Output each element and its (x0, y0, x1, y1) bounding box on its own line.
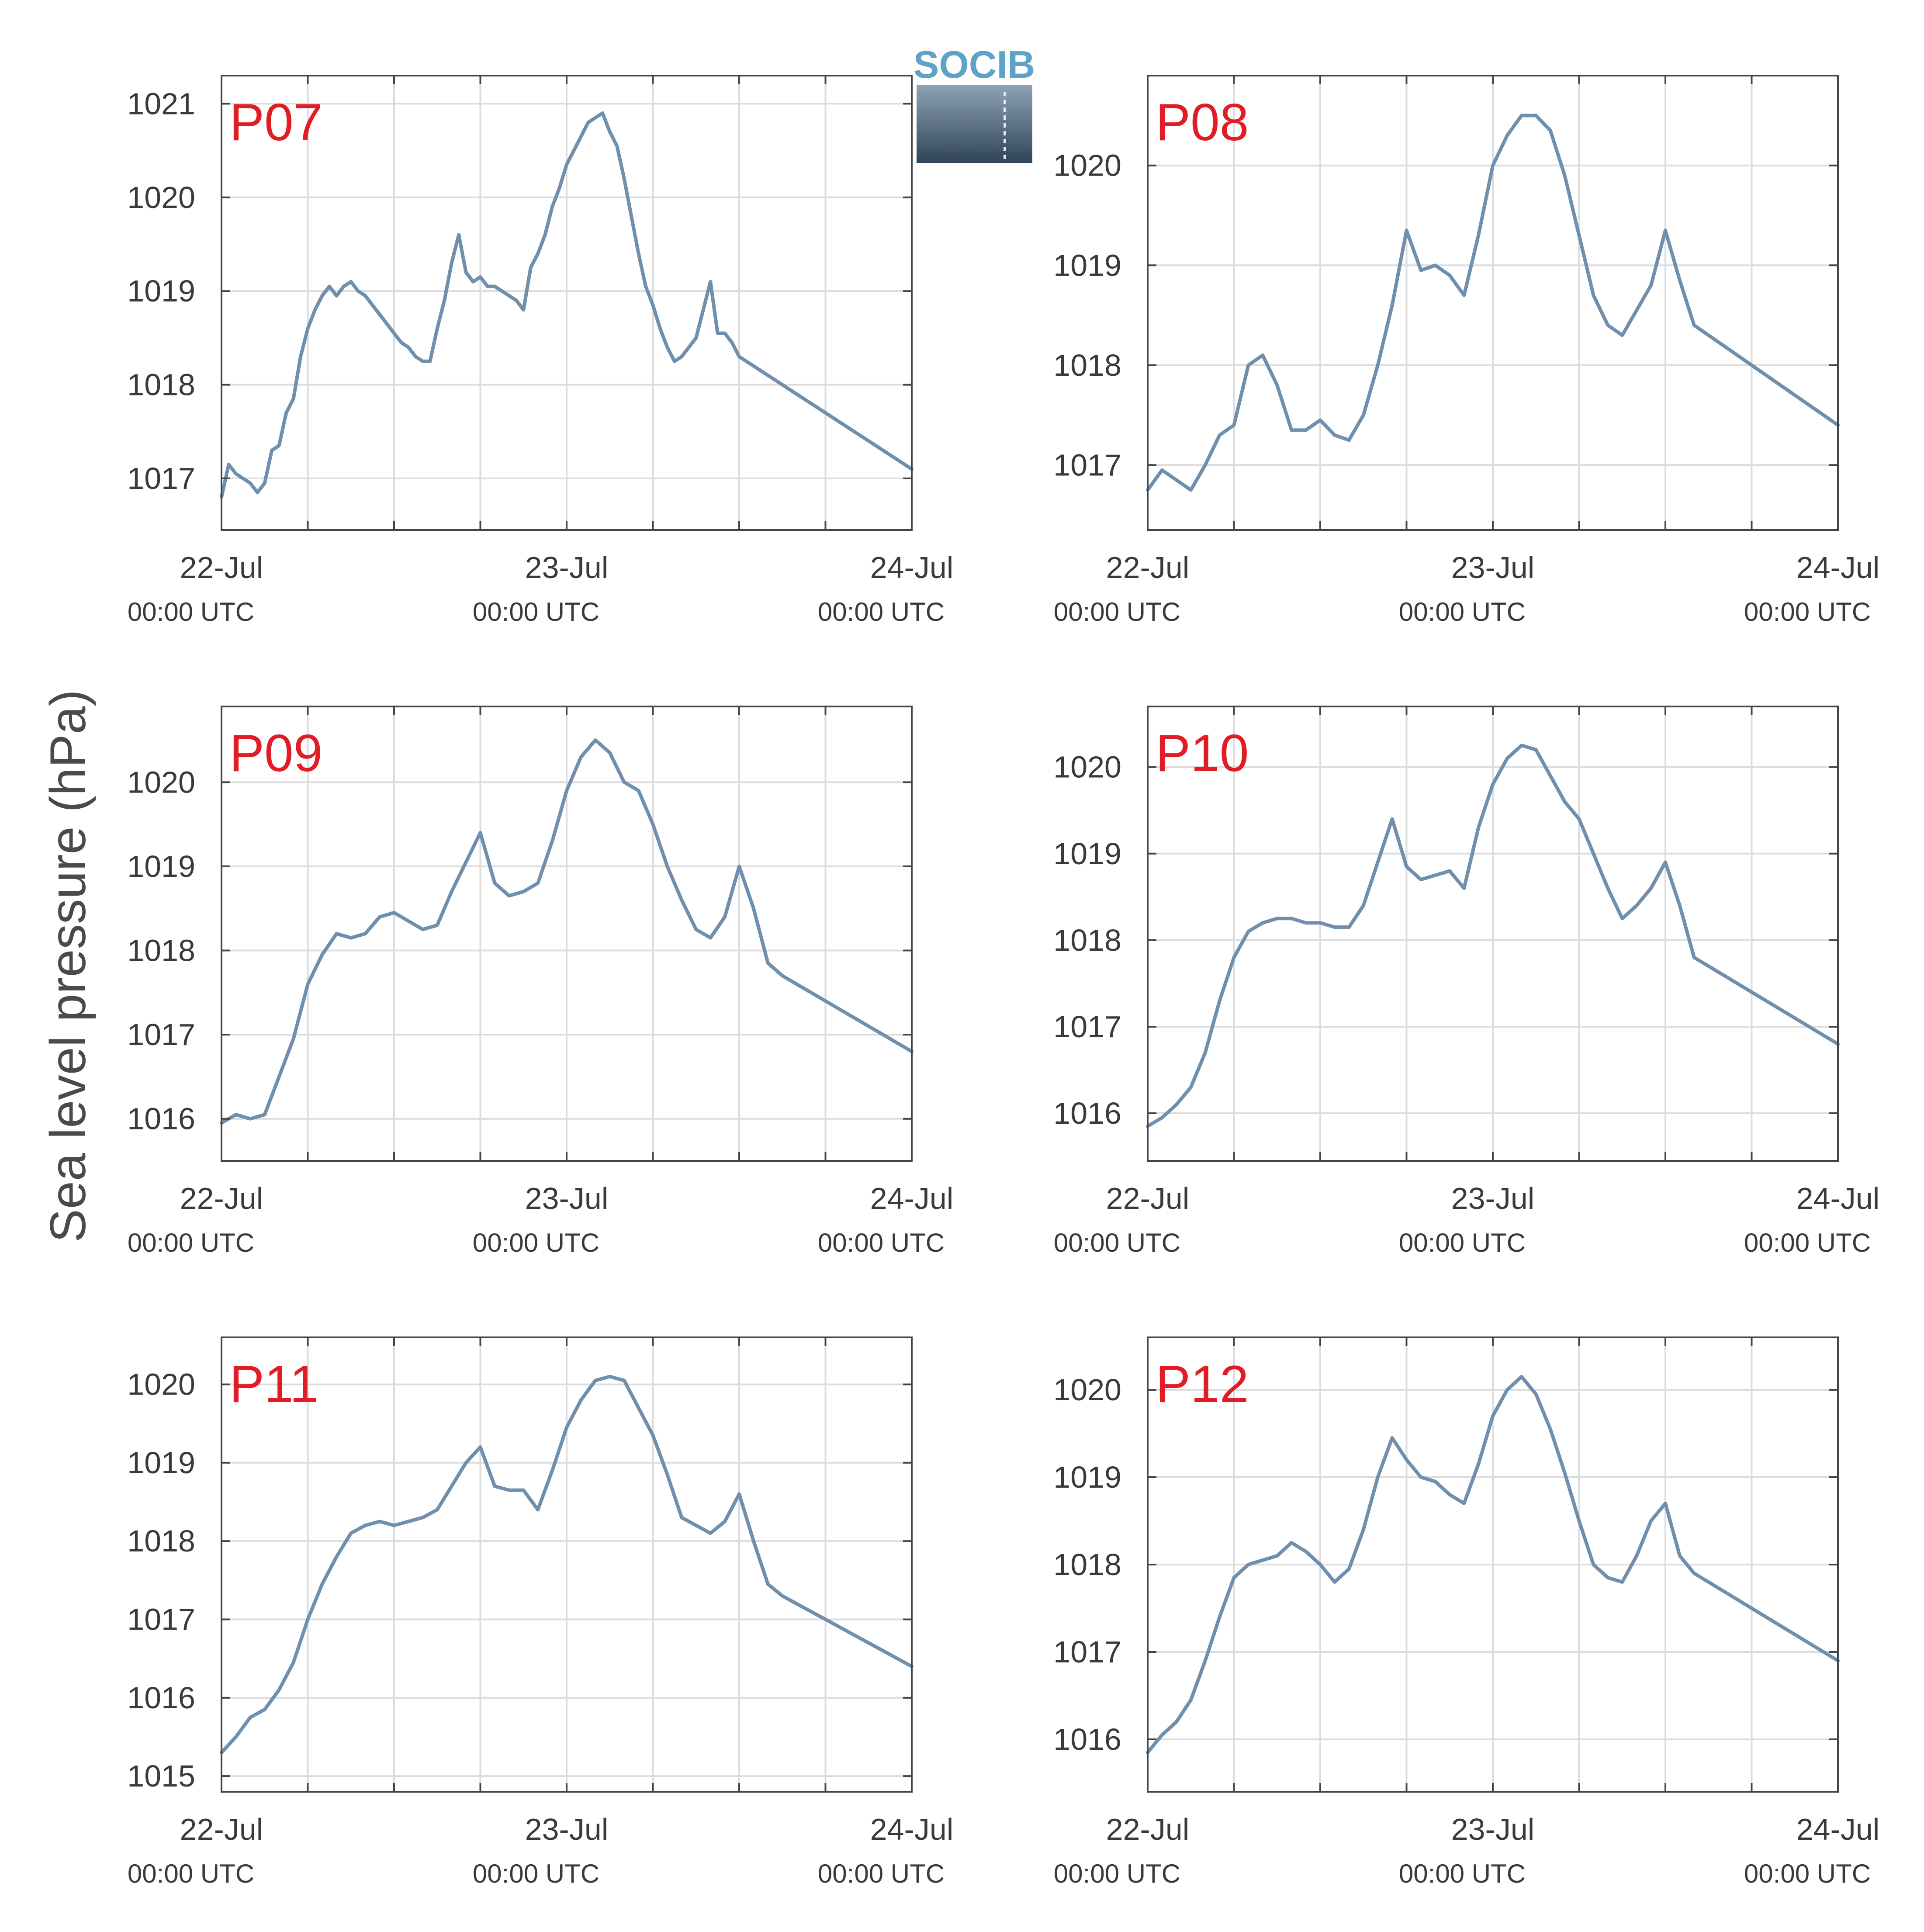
x-tick-label: 24-Jul (1796, 551, 1880, 585)
y-tick-label: 1019 (127, 849, 195, 883)
x-tick-label: 22-Jul (1106, 1812, 1190, 1846)
y-tick-label: 1017 (127, 461, 195, 495)
y-tick-label: 1018 (127, 1524, 195, 1558)
x-tick-sublabel: 00:00 UTC (473, 1859, 599, 1888)
x-tick-label: 23-Jul (1451, 551, 1535, 585)
y-tick-label: 1017 (1053, 448, 1121, 482)
y-tick-label: 1020 (1053, 1373, 1121, 1407)
y-tick-label: 1017 (127, 1018, 195, 1052)
panel-p10: 1016 1017 1018 1019 1020 22-Jul 00:00 UTC 23-Ju… (1053, 706, 1879, 1257)
panel-label-p11: P11 (229, 1355, 319, 1413)
x-tick-sublabel: 00:00 UTC (1399, 1228, 1526, 1257)
series-line-p07 (220, 111, 914, 499)
y-tick-label: 1017 (1053, 1010, 1121, 1044)
x-tick-sublabel: 00:00 UTC (1054, 1859, 1180, 1888)
y-tick-label: 1018 (127, 934, 195, 968)
x-tick-sublabel: 00:00 UTC (128, 597, 254, 627)
x-tick-sublabel: 00:00 UTC (473, 1228, 599, 1257)
panel-p12: 1016 1017 1018 1019 1020 22-Jul 00:00 UTC 23-Ju… (1053, 1336, 1880, 1888)
y-tick-label: 1016 (127, 1681, 195, 1715)
y-tick-label: 1019 (1053, 837, 1121, 871)
x-tick-label: 24-Jul (870, 551, 954, 585)
y-tick-label: 1015 (127, 1759, 195, 1793)
y-tick-label: 1016 (1053, 1096, 1121, 1130)
x-tick-label: 23-Jul (525, 1812, 609, 1846)
x-tick-sublabel: 00:00 UTC (1054, 597, 1180, 627)
x-tick-sublabel: 00:00 UTC (1744, 1859, 1871, 1888)
x-tick-sublabel: 00:00 UTC (1744, 1228, 1871, 1257)
socib-logo: SOCIB (914, 43, 1035, 163)
x-tick-sublabel: 00:00 UTC (128, 1228, 254, 1257)
x-tick-label: 22-Jul (180, 1181, 263, 1215)
x-tick-sublabel: 00:00 UTC (1054, 1228, 1180, 1257)
x-tick-label: 22-Jul (1106, 551, 1190, 585)
x-tick-label: 24-Jul (1796, 1181, 1880, 1215)
x-tick-label: 23-Jul (1451, 1181, 1535, 1215)
panels: 1017 1018 1019 1020 1021 22-Jul 00:00 UTC 23-Ju… (127, 75, 1880, 1888)
y-tick-label: 1020 (1053, 149, 1121, 183)
y-tick-label: 1017 (1053, 1635, 1121, 1669)
y-tick-label: 1018 (127, 368, 195, 402)
socib-logo-mark (917, 85, 1032, 163)
y-tick-label: 1018 (1053, 348, 1121, 382)
panel-p08: 1017 1018 1019 1020 22-Jul 00:00 UTC 23-Jul 00:… (1053, 75, 1880, 627)
series-line-p12 (1146, 1375, 1840, 1754)
x-tick-label: 22-Jul (180, 1812, 263, 1846)
panel-p09: 1016 1017 1018 1019 1020 22-Jul 00:00 UTC 23-Ju… (127, 706, 953, 1257)
x-tick-sublabel: 00:00 UTC (1399, 1859, 1526, 1888)
panel-p07: 1017 1018 1019 1020 1021 22-Jul 00:00 UTC 23-Ju… (127, 75, 954, 627)
x-tick-label: 24-Jul (870, 1812, 954, 1846)
x-tick-label: 23-Jul (525, 1181, 609, 1215)
x-tick-label: 23-Jul (525, 551, 609, 585)
panel-label-p09: P09 (229, 724, 323, 782)
y-tick-label: 1016 (1053, 1722, 1121, 1756)
socib-logo-text: SOCIB (914, 43, 1035, 86)
y-tick-label: 1019 (1053, 1460, 1121, 1494)
y-tick-label: 1020 (127, 180, 195, 215)
x-tick-label: 22-Jul (1106, 1181, 1190, 1215)
y-tick-label: 1019 (127, 274, 195, 308)
series-line-p11 (220, 1375, 914, 1755)
x-tick-sublabel: 00:00 UTC (473, 597, 599, 627)
x-tick-label: 23-Jul (1451, 1812, 1535, 1846)
x-tick-sublabel: 00:00 UTC (818, 597, 945, 627)
x-tick-label: 24-Jul (1796, 1812, 1880, 1846)
panel-label-p10: P10 (1156, 724, 1249, 782)
y-tick-label: 1020 (127, 1368, 195, 1402)
panel-label-p12: P12 (1156, 1355, 1249, 1413)
y-axis-label: Sea level pressure (hPa) (40, 689, 96, 1243)
y-tick-label: 1020 (127, 765, 195, 799)
series-line-p08 (1146, 114, 1840, 492)
series-line-p09 (220, 738, 914, 1125)
x-tick-sublabel: 00:00 UTC (128, 1859, 254, 1888)
y-tick-label: 1019 (1053, 248, 1121, 282)
x-tick-label: 22-Jul (180, 551, 263, 585)
y-tick-label: 1017 (127, 1603, 195, 1637)
y-tick-label: 1018 (1053, 923, 1121, 957)
x-tick-label: 24-Jul (870, 1181, 954, 1215)
y-tick-label: 1020 (1053, 750, 1121, 784)
panel-p11: 1015 1016 1017 1018 1019 1020 22-Jul 00:00 UTC 2… (127, 1336, 954, 1888)
panel-label-p08: P08 (1156, 93, 1249, 152)
x-tick-sublabel: 00:00 UTC (818, 1228, 945, 1257)
y-tick-label: 1018 (1053, 1548, 1121, 1582)
y-tick-label: 1016 (127, 1102, 195, 1136)
x-tick-sublabel: 00:00 UTC (1399, 597, 1526, 627)
x-tick-sublabel: 00:00 UTC (1744, 597, 1871, 627)
series-line-p10 (1146, 744, 1840, 1128)
x-tick-sublabel: 00:00 UTC (818, 1859, 945, 1888)
y-tick-label: 1021 (127, 87, 195, 121)
panel-label-p07: P07 (229, 93, 323, 152)
y-tick-label: 1019 (127, 1446, 195, 1480)
